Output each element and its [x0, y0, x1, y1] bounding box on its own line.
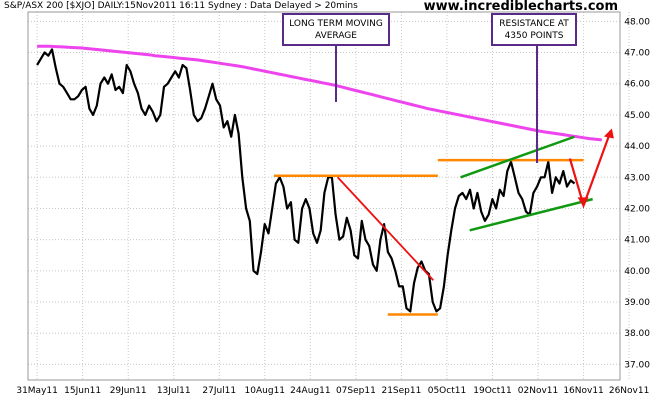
y-tick-label: 47.00 — [624, 49, 650, 59]
channel-lower-line — [469, 197, 593, 232]
x-tick-label: 05Oct11 — [428, 386, 466, 396]
y-tick-label: 41.00 — [624, 236, 650, 246]
y-axis: 37.00 38.00 39.00 40.00 41.00 42.00 43.00 44.00… — [624, 17, 650, 370]
y-tick-label: 39.00 — [624, 298, 650, 308]
y-tick-label: 40.00 — [624, 267, 650, 277]
annotation-line-1: LONG TERM MOVING — [289, 19, 383, 29]
annotation-moving-average: LONG TERM MOVING AVERAGE — [282, 13, 390, 102]
x-tick-label: 07Sep11 — [336, 386, 376, 396]
price-line — [36, 48, 576, 313]
y-tick-label: 46.00 — [624, 80, 650, 90]
x-axis: 31May11 15Jun11 29Jun11 13Jul11 27Jul11 10Aug… — [16, 386, 649, 396]
x-tick-label: 10Aug11 — [245, 386, 285, 396]
x-tick-label: 13Jul11 — [157, 386, 191, 396]
annotation-box — [491, 13, 577, 46]
x-tick-label: 26Nov11 — [609, 386, 649, 396]
x-tick-label: 16Nov11 — [563, 386, 603, 396]
x-tick-label: 02Nov11 — [518, 386, 558, 396]
plot-frame — [27, 11, 621, 381]
x-tick-label: 27Jul11 — [202, 386, 236, 396]
y-tick-label: 48.00 — [624, 17, 650, 27]
downtrend-line — [337, 176, 434, 281]
grid — [28, 12, 630, 380]
arrowhead-up — [603, 128, 614, 139]
annotation-line-1: RESISTANCE AT — [499, 19, 569, 29]
x-tick-label: 31May11 — [16, 386, 58, 396]
x-tick-label: 19Oct11 — [473, 386, 511, 396]
overlay-layer — [273, 128, 614, 316]
y-tick-label: 45.00 — [624, 111, 650, 121]
annotation-line-2: AVERAGE — [315, 31, 357, 41]
y-tick-label: 42.00 — [624, 204, 650, 214]
y-tick-label: 43.00 — [624, 173, 650, 183]
y-tick-label: 44.00 — [624, 142, 650, 152]
series-layer — [36, 44, 602, 313]
y-tick-label: 37.00 — [624, 360, 650, 370]
x-tick-label: 29Jun11 — [110, 386, 147, 396]
annotation-resistance: RESISTANCE AT 4350 POINTS — [491, 13, 577, 163]
x-tick-label: 15Jun11 — [64, 386, 101, 396]
x-tick-label: 24Aug11 — [290, 386, 330, 396]
arrowhead-down — [577, 197, 589, 208]
x-tick-label: 21Sep11 — [381, 386, 421, 396]
chart-header: S&P/ASX 200 [$XJO] DAILY:15Nov2011 16:11… — [4, 1, 358, 11]
channel-upper-line — [460, 135, 575, 179]
annotation-line-2: 4350 POINTS — [505, 31, 564, 41]
moving-average-line — [37, 44, 602, 142]
watermark: www.incrediblecharts.com — [424, 0, 618, 14]
y-tick-label: 38.00 — [624, 329, 650, 339]
